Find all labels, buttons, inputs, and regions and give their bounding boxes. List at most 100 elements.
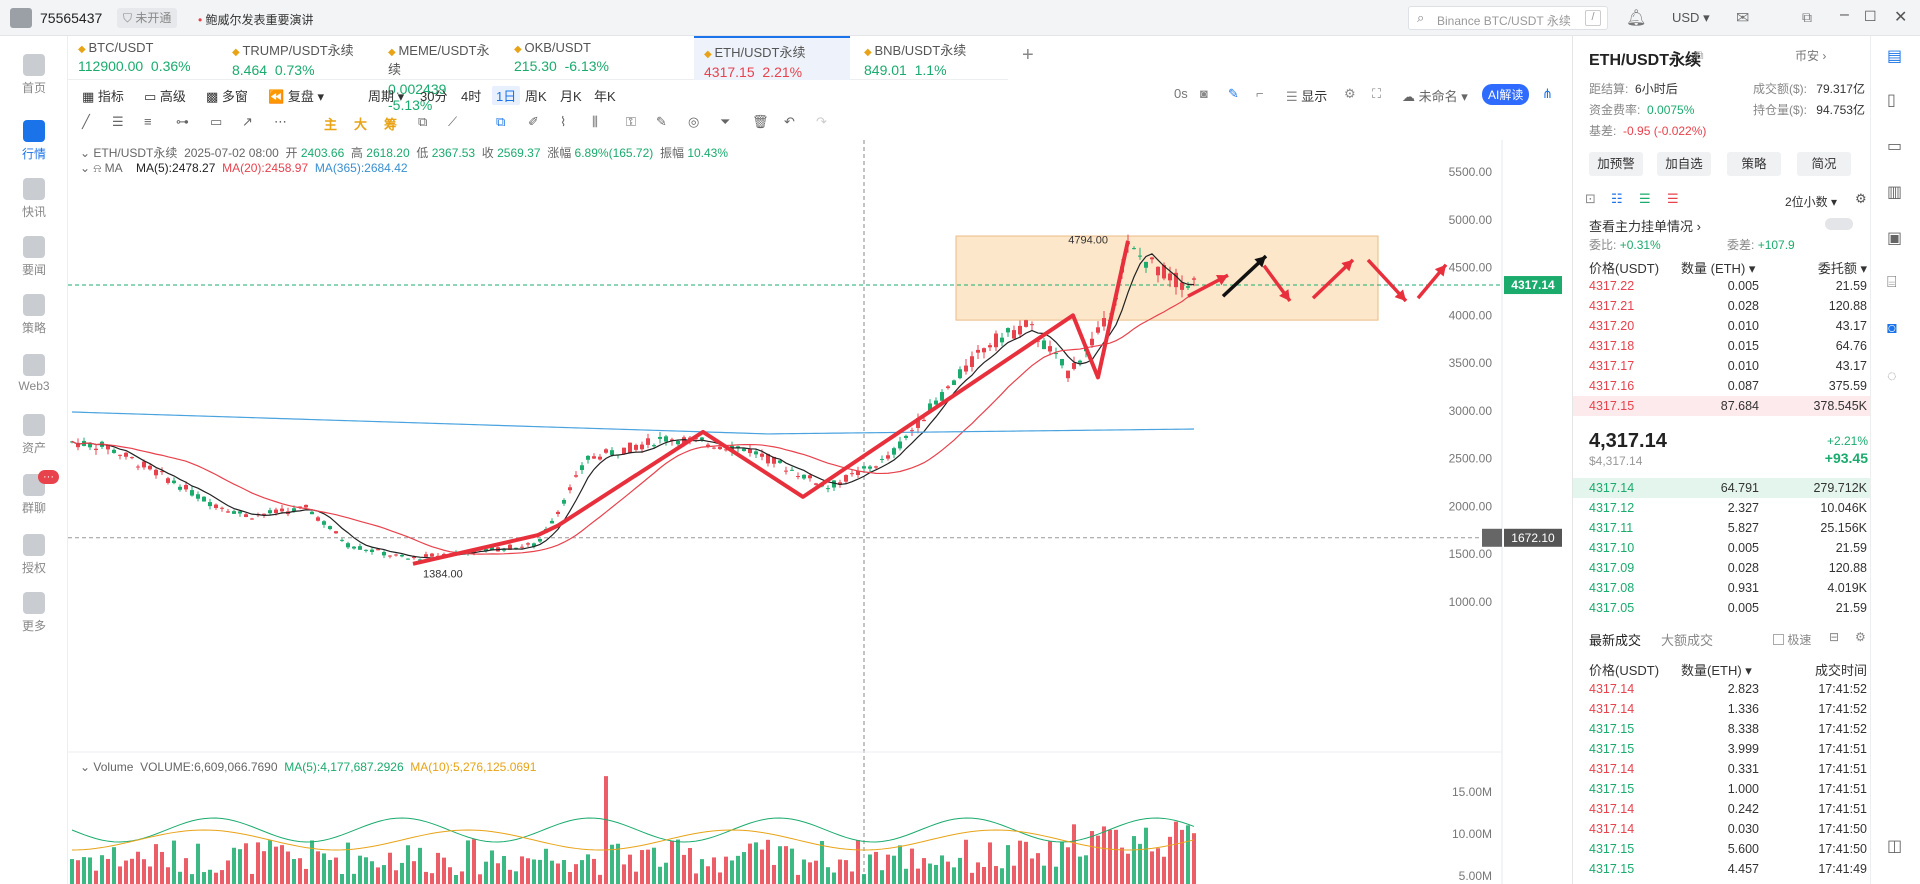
- nav-item-web3[interactable]: Web3: [0, 354, 68, 393]
- interval-year[interactable]: 年K: [594, 89, 616, 104]
- big-order-toggle[interactable]: 大: [354, 117, 368, 132]
- interval-4h[interactable]: 4时: [461, 89, 482, 104]
- ask-row[interactable]: 4317.17 0.010 43.17: [1589, 359, 1867, 373]
- close-icon[interactable]: ✕: [1894, 9, 1908, 26]
- compare-icon[interactable]: ⧉: [418, 114, 428, 129]
- eye-icon[interactable]: ◎: [688, 114, 700, 129]
- collapse-icon[interactable]: ⌄: [80, 760, 94, 774]
- mail-icon[interactable]: ✉: [1736, 10, 1750, 27]
- clipboard-icon[interactable]: ▭: [1887, 138, 1903, 155]
- currency-select[interactable]: USD ▾: [1672, 10, 1710, 25]
- tab-meme-usdt-[interactable]: ◆ MEME/USDT永续 0.002439 -5.13%: [378, 36, 500, 113]
- user-id[interactable]: 75565437: [40, 10, 103, 26]
- replay-button[interactable]: ⏪ 复盘 ▾: [268, 89, 324, 104]
- more-tools-icon[interactable]: ⋯: [274, 114, 287, 129]
- bell-icon[interactable]: ⍾: [93, 161, 105, 175]
- depth-link[interactable]: 查看主力挂单情况 ›: [1589, 219, 1701, 234]
- bid-row[interactable]: 4317.05 0.005 21.59: [1589, 601, 1867, 615]
- ai-analysis-button[interactable]: AI解读: [1482, 84, 1530, 105]
- cloud-layout-select[interactable]: ☁ 未命名 ▾: [1402, 89, 1468, 104]
- settings-icon[interactable]: ⚙: [1344, 86, 1356, 101]
- window-icon[interactable]: ◫: [1887, 838, 1903, 855]
- news-ticker[interactable]: • 鲍威尔发表重要演讲: [198, 13, 314, 27]
- filter-icon[interactable]: ⊟: [1829, 630, 1840, 644]
- nav-item-market[interactable]: 行情: [0, 120, 68, 162]
- ask-row[interactable]: 4317.21 0.028 120.88: [1589, 299, 1867, 313]
- bar-chart-icon[interactable]: ▥: [1887, 184, 1903, 201]
- search-input[interactable]: ⌕ Binance BTC/USDT 永续 /: [1408, 6, 1608, 30]
- ask-row[interactable]: 4317.16 0.087 375.59: [1589, 379, 1867, 393]
- help-icon[interactable]: ◌: [1887, 368, 1897, 385]
- magnet-icon[interactable]: ⌇: [560, 114, 567, 129]
- robot-icon[interactable]: ◙: [1887, 320, 1897, 337]
- minimize-icon[interactable]: –: [1840, 6, 1849, 23]
- interval-1d[interactable]: 1日: [492, 86, 521, 105]
- brush-icon[interactable]: ✐: [528, 114, 539, 129]
- bid-row[interactable]: 4317.08 0.931 4.019K: [1589, 581, 1867, 595]
- hlines-tool-icon[interactable]: ☰: [112, 114, 124, 129]
- add-watchlist-button[interactable]: 加自选: [1657, 152, 1711, 176]
- redo-icon[interactable]: ↷: [816, 114, 827, 129]
- crop-icon[interactable]: ⌐: [1256, 86, 1264, 101]
- tab-trump-usdt-[interactable]: ◆ TRUMP/USDT永续 8.464 0.73%: [222, 36, 374, 80]
- period-select[interactable]: 周期 ▾: [368, 89, 405, 104]
- exchange-select[interactable]: 币安 ›: [1795, 49, 1827, 63]
- depth-toggle[interactable]: [1825, 218, 1853, 230]
- ask-row[interactable]: 4317.22 0.005 21.59: [1589, 279, 1867, 293]
- nav-item-chat[interactable]: 群聊 ···: [0, 470, 68, 516]
- ask-row[interactable]: 4317.20 0.010 43.17: [1589, 319, 1867, 333]
- interval-week[interactable]: 周K: [525, 89, 547, 104]
- settings-icon[interactable]: ⚙: [1855, 191, 1867, 206]
- trash-icon[interactable]: 🗑︎: [752, 114, 769, 129]
- undo-icon[interactable]: ↶: [784, 114, 795, 129]
- bell-icon[interactable]: 🔔︎: [1626, 10, 1647, 27]
- display-button[interactable]: ☰ 显示: [1286, 89, 1328, 104]
- interval-month[interactable]: 月K: [560, 89, 582, 104]
- tab-eth-usdt-[interactable]: ◆ ETH/USDT永续 4317.15 2.21%: [694, 36, 850, 80]
- chips-toggle[interactable]: 筹: [384, 117, 398, 132]
- ask-row[interactable]: 4317.18 0.015 64.76: [1589, 339, 1867, 353]
- screen-chart-icon[interactable]: ▣: [1887, 230, 1903, 247]
- bid-row[interactable]: 4317.12 2.327 10.046K: [1589, 501, 1867, 515]
- indicator-button[interactable]: ▦ 指标: [82, 89, 124, 104]
- share-icon[interactable]: ⋔: [1542, 86, 1553, 101]
- candlestick-chart[interactable]: 5500.00 5000.00 4500.00 4000.00 3500.00 3000.…: [68, 140, 1573, 884]
- nav-item-more[interactable]: 更多: [0, 592, 68, 634]
- settings-icon[interactable]: ⚙: [1855, 630, 1866, 644]
- strategy-button[interactable]: 策略: [1727, 152, 1781, 176]
- amount-select[interactable]: 委托额 ▾: [1817, 261, 1867, 276]
- copy-icon[interactable]: ⧉: [496, 114, 506, 129]
- parallel-tool-icon[interactable]: ≡: [144, 114, 152, 129]
- tab-okb-usdt[interactable]: ◆ OKB/USDT 215.30 -6.13%: [504, 36, 690, 80]
- arrow-tool-icon[interactable]: ↗: [242, 114, 253, 129]
- fullscreen-icon[interactable]: ⛶: [1372, 86, 1382, 101]
- collapse-icon[interactable]: ⌄: [80, 146, 94, 160]
- maximize-icon[interactable]: ☐: [1864, 8, 1877, 24]
- collapse-icon[interactable]: ⌄: [80, 161, 94, 175]
- terminal-icon[interactable]: ⌸: [1887, 274, 1897, 291]
- line-tool-icon[interactable]: ╱: [82, 114, 90, 129]
- trade-qty-select[interactable]: 数量(ETH) ▾: [1681, 663, 1752, 678]
- pen-icon[interactable]: ✎: [1228, 86, 1239, 101]
- account-status-badge[interactable]: ⛉ 未开通: [117, 8, 178, 28]
- nav-item-home[interactable]: 首页: [0, 54, 68, 96]
- multi-window-button[interactable]: ▩ 多窗: [206, 89, 248, 104]
- interval-30m[interactable]: 30分: [420, 89, 448, 104]
- latest-trades-tab[interactable]: 最新成交: [1589, 633, 1642, 648]
- nav-item-auth[interactable]: 授权: [0, 534, 68, 576]
- camera-icon[interactable]: ◙: [1200, 86, 1208, 101]
- layout-split-icon[interactable]: ☷: [1611, 191, 1623, 206]
- nav-item-news[interactable]: 快讯: [0, 178, 68, 220]
- nav-item-headline[interactable]: 要闻: [0, 236, 68, 278]
- panel-layout-icon[interactable]: ▤: [1887, 48, 1903, 65]
- rect-tool-icon[interactable]: ▭: [210, 114, 223, 129]
- main-indicator-toggle[interactable]: 主: [324, 117, 338, 132]
- big-trades-tab[interactable]: 大额成交: [1661, 633, 1714, 648]
- tab-btc-usdt[interactable]: ◆ BTC/USDT 112900.00 0.36%: [68, 36, 218, 80]
- fast-checkbox[interactable]: 极速: [1773, 631, 1811, 648]
- lock-icon[interactable]: ⚿: [626, 114, 636, 129]
- precision-select[interactable]: 2位小数 ▾: [1785, 195, 1838, 209]
- tab-bnb-usdt-[interactable]: ◆ BNB/USDT永续 849.01 1.1%: [854, 36, 1004, 80]
- hline-tool-icon[interactable]: ⊶: [176, 114, 189, 129]
- bid-row[interactable]: 4317.10 0.005 21.59: [1589, 541, 1867, 555]
